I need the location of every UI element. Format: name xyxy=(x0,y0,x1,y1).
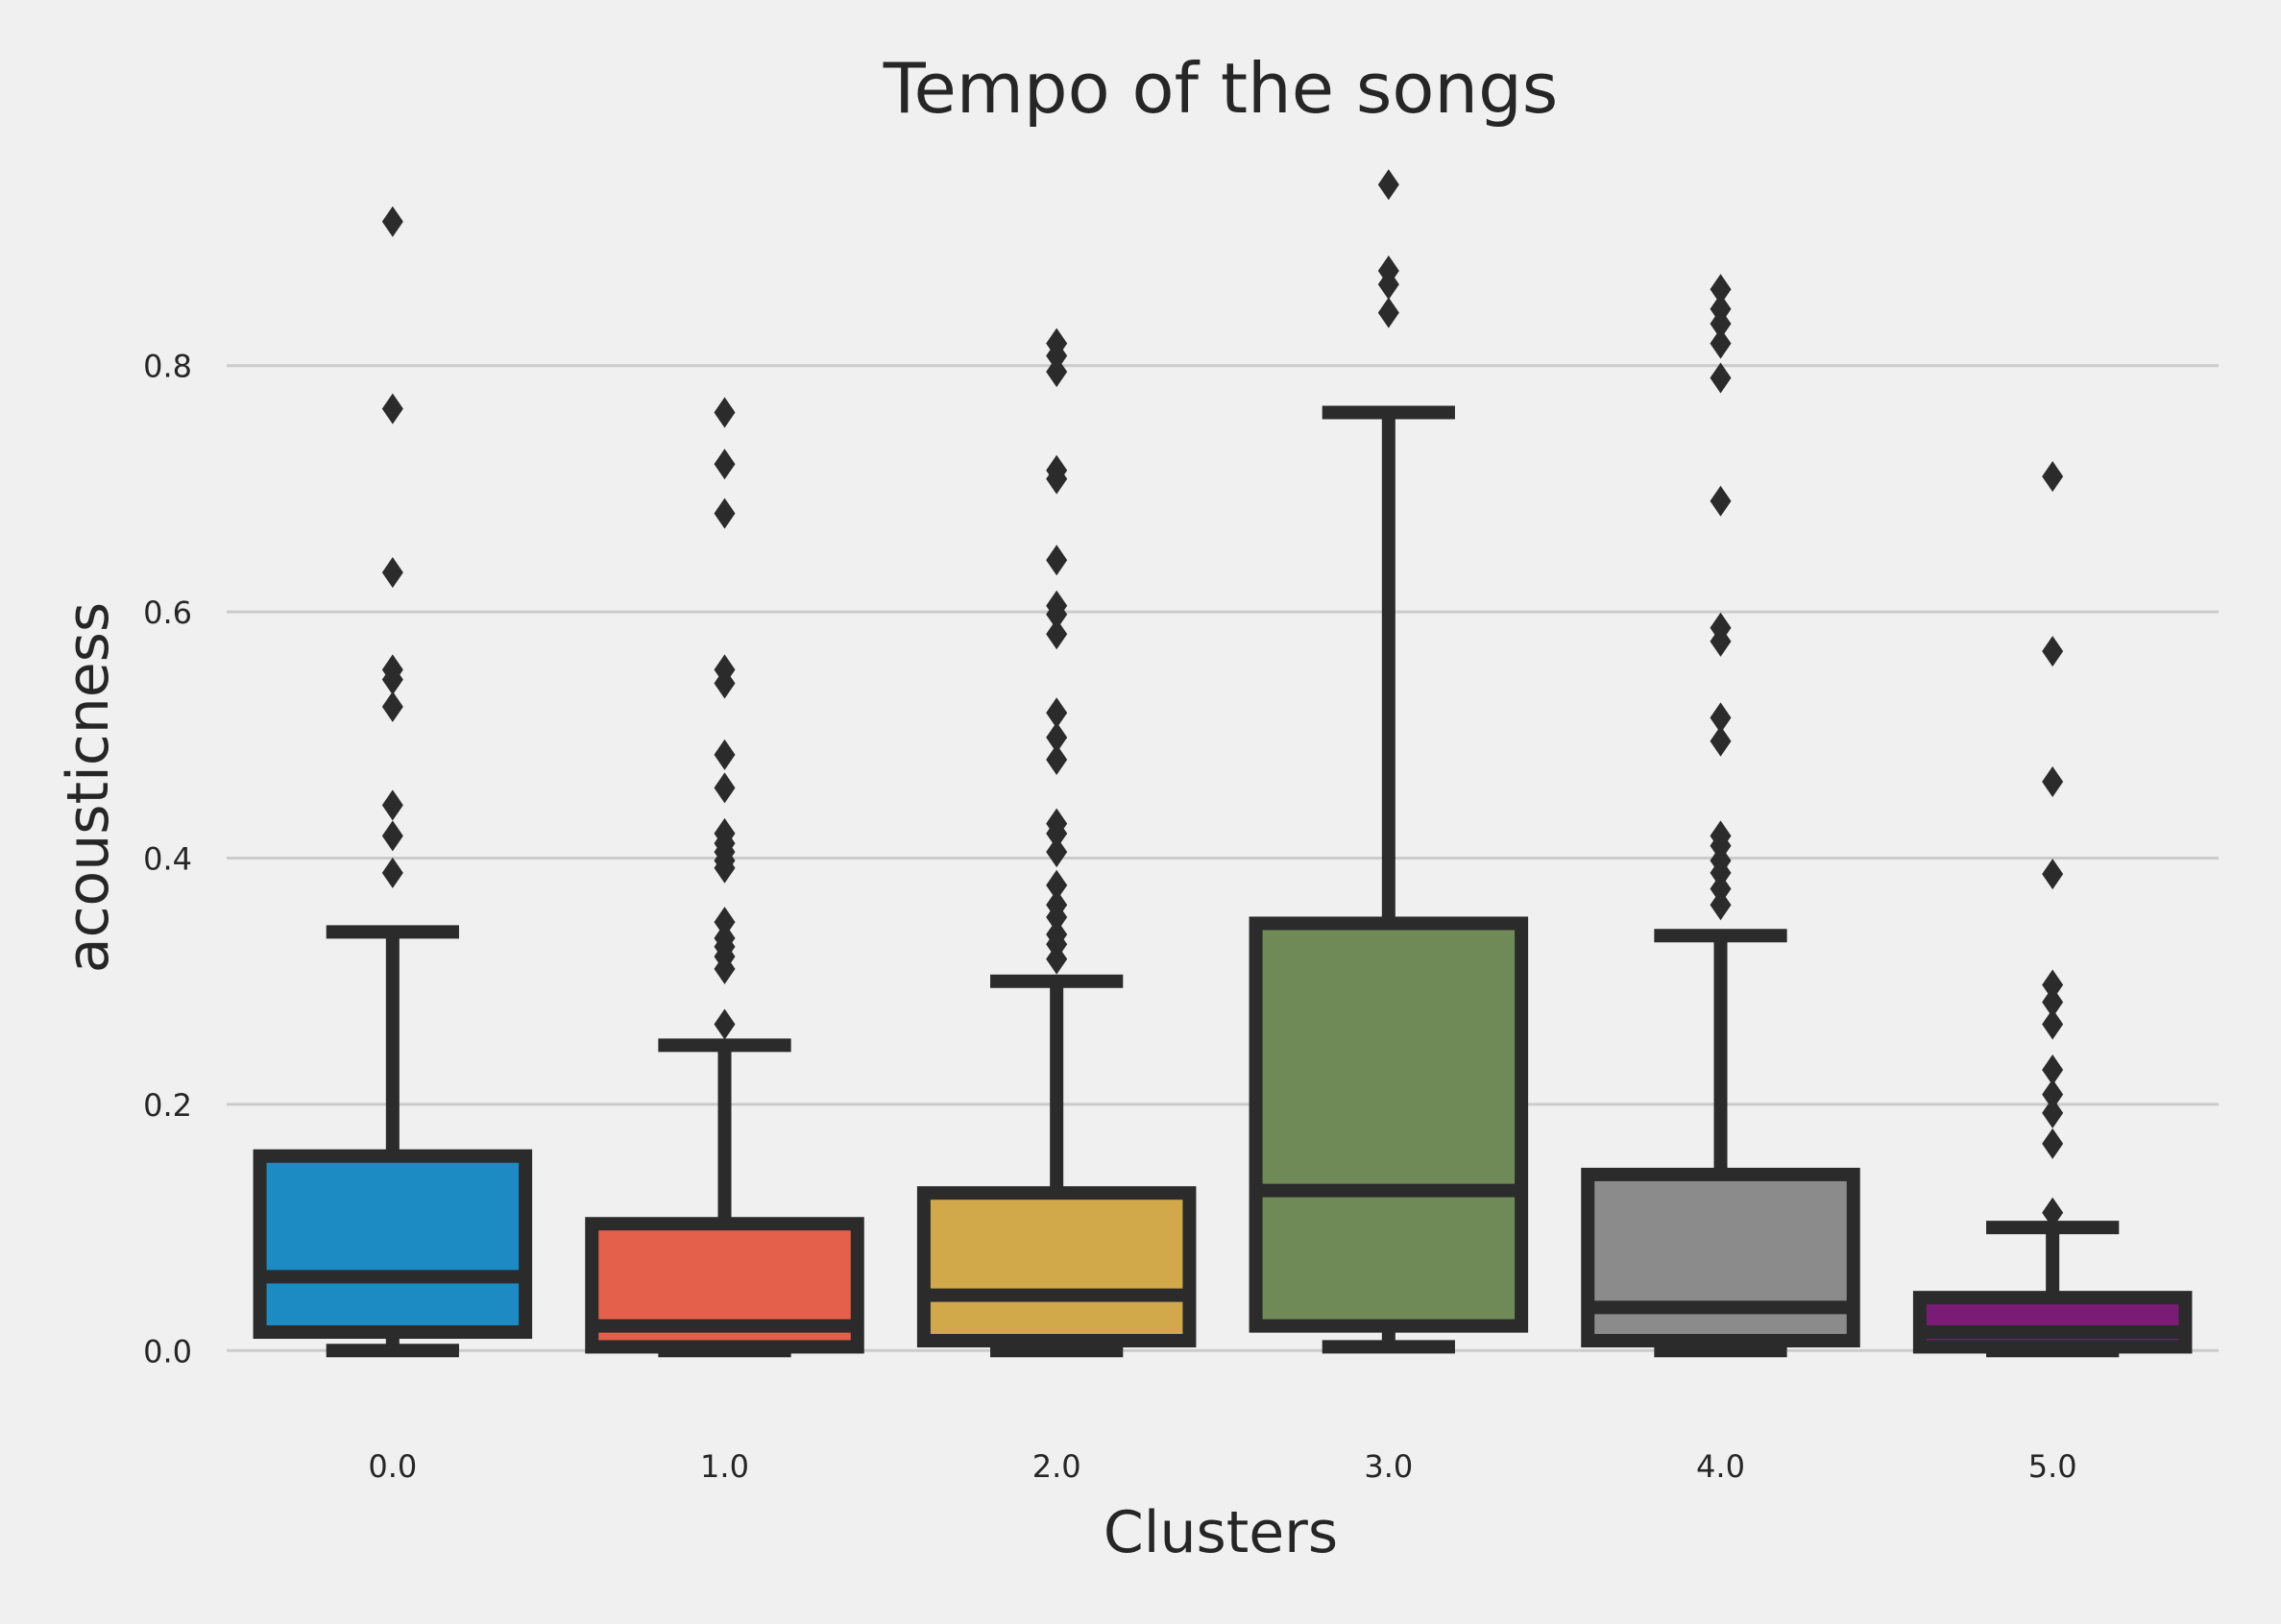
outlier-point xyxy=(714,739,736,770)
outlier-point xyxy=(1046,817,1068,849)
outlier-point xyxy=(1046,545,1068,576)
y-tick-label: 0.6 xyxy=(143,594,192,631)
box-group xyxy=(1249,169,1529,1354)
outlier-point xyxy=(1710,274,1732,305)
gridlines xyxy=(227,364,2219,1352)
outlier-point xyxy=(714,852,736,884)
box-group xyxy=(585,397,864,1358)
outlier-point xyxy=(1046,356,1068,388)
box-iqr xyxy=(1249,916,1529,1333)
outlier-point xyxy=(1710,625,1732,657)
outlier-point xyxy=(381,691,403,722)
x-axis-label: Clusters xyxy=(1104,1499,1338,1566)
outlier-point xyxy=(1046,340,1068,372)
outlier-point xyxy=(1710,857,1732,888)
x-tick-label: 5.0 xyxy=(2028,1448,2077,1485)
outlier-point xyxy=(1046,836,1068,868)
outlier-point xyxy=(381,789,403,821)
outlier-point xyxy=(1377,297,1399,328)
outlier-point xyxy=(714,667,736,699)
outlier-point xyxy=(1710,889,1732,921)
x-tick-label: 2.0 xyxy=(1032,1448,1081,1485)
outlier-point xyxy=(1046,902,1068,933)
outlier-point xyxy=(1046,943,1068,975)
outlier-point xyxy=(1710,702,1732,734)
outlier-point xyxy=(2042,1197,2064,1228)
outlier-point xyxy=(2042,1097,2064,1128)
outlier-point xyxy=(1046,598,1068,630)
outlier-point xyxy=(381,393,403,424)
x-tick-label: 1.0 xyxy=(700,1448,749,1485)
box-iqr xyxy=(1912,1291,2193,1354)
outlier-point xyxy=(1710,327,1732,359)
y-tick-label: 0.4 xyxy=(143,841,192,878)
outlier-point xyxy=(1046,743,1068,775)
x-tick-label: 4.0 xyxy=(1696,1448,1745,1485)
outlier-point xyxy=(381,664,403,695)
y-tick-label: 0.0 xyxy=(143,1333,192,1369)
outlier-point xyxy=(1046,721,1068,753)
outlier-point xyxy=(2042,1054,2064,1085)
outlier-point xyxy=(1710,485,1732,517)
box-group xyxy=(916,327,1197,1358)
outlier-point xyxy=(1710,725,1732,757)
box-group xyxy=(1581,274,1860,1358)
chart-title: Tempo of the songs xyxy=(883,48,1559,129)
boxes xyxy=(253,169,2193,1358)
y-axis-ticks: 0.0 0.2 0.4 0.6 0.8 xyxy=(143,349,192,1370)
y-tick-label: 0.2 xyxy=(143,1087,192,1124)
outlier-point xyxy=(2042,1008,2064,1040)
outlier-point xyxy=(2042,969,2064,1001)
outlier-point xyxy=(714,907,736,938)
y-tick-label: 0.8 xyxy=(143,349,192,385)
outlier-point xyxy=(1710,362,1732,394)
outlier-point xyxy=(714,448,736,480)
outlier-point xyxy=(714,397,736,428)
outlier-point xyxy=(381,557,403,589)
outlier-point xyxy=(1046,869,1068,901)
x-tick-label: 0.0 xyxy=(368,1448,417,1485)
box-iqr xyxy=(1581,1167,1860,1348)
x-axis-ticks: 0.0 1.0 2.0 3.0 4.0 5.0 xyxy=(368,1448,2076,1485)
outlier-point xyxy=(2042,1079,2064,1110)
outlier-point xyxy=(714,1008,736,1040)
box-iqr xyxy=(916,1186,1197,1348)
outlier-point xyxy=(1377,269,1399,301)
outlier-point xyxy=(714,953,736,984)
outlier-point xyxy=(2042,859,2064,890)
outlier-point xyxy=(1710,308,1732,340)
outlier-point xyxy=(2042,461,2064,493)
x-tick-label: 3.0 xyxy=(1364,1448,1413,1485)
box-group xyxy=(253,206,533,1358)
box-iqr xyxy=(253,1149,533,1340)
outlier-point xyxy=(714,497,736,529)
outlier-point xyxy=(714,772,736,804)
outlier-point xyxy=(2042,1127,2064,1159)
outlier-point xyxy=(381,206,403,237)
box-group xyxy=(1912,461,2193,1358)
outlier-point xyxy=(1377,169,1399,201)
outlier-point xyxy=(381,820,403,852)
outlier-point xyxy=(2042,636,2064,667)
y-axis-label: acousticness xyxy=(55,602,122,973)
outlier-point xyxy=(2042,986,2064,1018)
outlier-point xyxy=(1046,463,1068,495)
outlier-point xyxy=(381,857,403,888)
outlier-point xyxy=(1046,618,1068,650)
outlier-point xyxy=(1710,873,1732,905)
outlier-point xyxy=(2042,766,2064,798)
outlier-point xyxy=(1046,697,1068,729)
